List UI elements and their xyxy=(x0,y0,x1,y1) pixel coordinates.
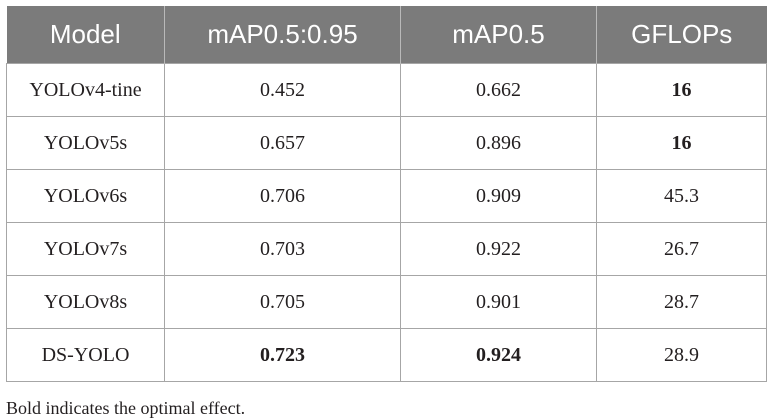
table-row: YOLOv6s 0.706 0.909 45.3 xyxy=(6,169,767,223)
cell-map-05-095: 0.723 xyxy=(164,328,401,382)
cell-model: YOLOv5s xyxy=(6,116,165,170)
table-row: YOLOv4-tine 0.452 0.662 16 xyxy=(6,63,767,117)
cell-map-05-095: 0.657 xyxy=(164,116,401,170)
results-table: Model mAP0.5:0.95 mAP0.5 GFLOPs YOLOv4-t… xyxy=(6,6,767,382)
cell-model: YOLOv4-tine xyxy=(6,63,165,117)
table-header: Model mAP0.5:0.95 mAP0.5 GFLOPs xyxy=(6,6,767,64)
cell-map-05: 0.922 xyxy=(400,222,597,276)
header-map-05: mAP0.5 xyxy=(400,6,597,64)
cell-map-05: 0.662 xyxy=(400,63,597,117)
cell-map-05: 0.909 xyxy=(400,169,597,223)
table-footnote: Bold indicates the optimal effect. xyxy=(6,398,246,418)
cell-model: YOLOv8s xyxy=(6,275,165,329)
cell-gflops: 28.9 xyxy=(596,328,767,382)
cell-gflops: 16 xyxy=(596,116,767,170)
header-model: Model xyxy=(6,6,165,64)
cell-model: YOLOv6s xyxy=(6,169,165,223)
table-row: YOLOv5s 0.657 0.896 16 xyxy=(6,116,767,170)
header-map-05-095: mAP0.5:0.95 xyxy=(164,6,401,64)
table-row: YOLOv8s 0.705 0.901 28.7 xyxy=(6,275,767,329)
cell-gflops: 28.7 xyxy=(596,275,767,329)
cell-map-05-095: 0.703 xyxy=(164,222,401,276)
table-container: Model mAP0.5:0.95 mAP0.5 GFLOPs YOLOv4-t… xyxy=(6,6,767,419)
cell-map-05: 0.901 xyxy=(400,275,597,329)
cell-model: DS-YOLO xyxy=(6,328,165,382)
cell-map-05: 0.924 xyxy=(400,328,597,382)
cell-map-05: 0.896 xyxy=(400,116,597,170)
cell-gflops: 26.7 xyxy=(596,222,767,276)
table-row: YOLOv7s 0.703 0.922 26.7 xyxy=(6,222,767,276)
cell-map-05-095: 0.452 xyxy=(164,63,401,117)
cell-gflops: 16 xyxy=(596,63,767,117)
table-row: DS-YOLO 0.723 0.924 28.9 xyxy=(6,328,767,382)
header-gflops: GFLOPs xyxy=(596,6,767,64)
cell-model: YOLOv7s xyxy=(6,222,165,276)
header-row: Model mAP0.5:0.95 mAP0.5 GFLOPs xyxy=(6,6,767,64)
cell-map-05-095: 0.706 xyxy=(164,169,401,223)
cell-map-05-095: 0.705 xyxy=(164,275,401,329)
cell-gflops: 45.3 xyxy=(596,169,767,223)
table-body: YOLOv4-tine 0.452 0.662 16 YOLOv5s 0.657… xyxy=(6,63,767,382)
